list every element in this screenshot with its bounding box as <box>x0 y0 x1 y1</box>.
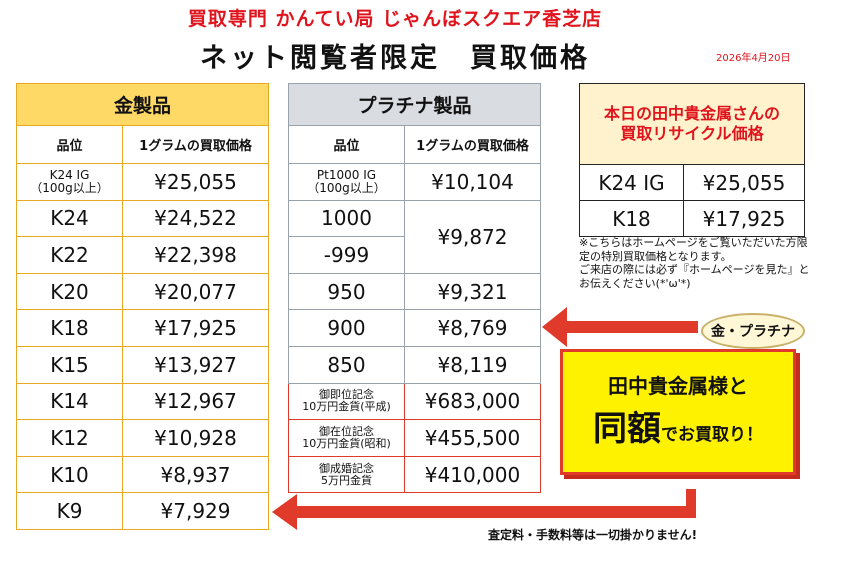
table-row: 850 ¥8,119 <box>288 345 542 384</box>
table-row: K22 ¥22,398 <box>16 236 270 274</box>
platinum-price: ¥9,872 <box>403 199 542 274</box>
callout-line1: 田中貴金属様と <box>608 374 748 398</box>
gold-table-title: 金製品 <box>15 83 270 126</box>
same-price-callout: 田中貴金属様と 同額でお買取り！ <box>560 349 796 475</box>
tanaka-grade: K18 <box>579 200 684 237</box>
table-row: -999 <box>288 236 541 274</box>
coin-price: ¥410,000 <box>403 455 542 494</box>
gold-price: ¥7,929 <box>121 492 270 530</box>
gold-price-table: 金製品 品位 1グラムの買取価格 K24 IG （100g以上） ¥25,055… <box>15 83 270 530</box>
special-price-note: ※こちらはホームページをご覧いただいた方限定の特別買取価格となります。 ご来店の… <box>579 236 810 290</box>
table-row: K18 ¥17,925 <box>579 200 806 237</box>
gold-price: ¥24,522 <box>121 199 270 238</box>
table-row: K24 ¥24,522 <box>16 199 270 238</box>
platinum-price: ¥9,321 <box>403 272 542 311</box>
platinum-grade: 950 <box>288 272 405 311</box>
store-name: 買取専門 かんてい局 じゃんぼスクエア香芝店 <box>187 8 603 30</box>
coin-price: ¥455,500 <box>403 419 542 457</box>
tanaka-price: ¥17,925 <box>682 200 806 237</box>
gold-grade: K14 <box>16 382 123 421</box>
gold-grade: K9 <box>16 492 123 530</box>
table-row: 御成婚記念 5万円金貨 ¥410,000 <box>288 455 542 494</box>
platinum-col-price: 1グラムの買取価格 <box>403 125 542 164</box>
callout-small: でお買取り！ <box>661 425 763 445</box>
platinum-price-table: プラチナ製品 品位 1グラムの買取価格 Pt1000 IG （100g以上） ¥… <box>287 83 542 494</box>
platinum-grade: 850 <box>288 345 405 384</box>
date-label: 2026年4月20日 <box>716 53 791 64</box>
no-fees-note: 査定料・手数料等は一切掛かりません! <box>488 528 698 542</box>
platinum-grade: -999 <box>288 236 405 274</box>
gold-price: ¥12,967 <box>121 382 270 421</box>
gold-price: ¥10,928 <box>121 419 270 457</box>
gold-col-price: 1グラムの買取価格 <box>121 125 270 164</box>
gold-grade: K15 <box>16 345 123 384</box>
gold-grade: K24 <box>16 199 123 238</box>
coin-name: 御即位記念 10万円金貨(平成) <box>288 382 405 421</box>
platinum-grade: Pt1000 IG （100g以上） <box>288 163 405 201</box>
platinum-price: ¥8,769 <box>403 309 542 347</box>
coin-price: ¥683,000 <box>403 382 542 421</box>
table-row: K10 ¥8,937 <box>16 455 270 494</box>
gold-grade: K24 IG （100g以上） <box>16 163 123 201</box>
coin-name: 御成婚記念 5万円金貨 <box>288 455 405 494</box>
coin-name: 御在位記念 10万円金貨(昭和) <box>288 419 405 457</box>
arrow-to-platinum-icon <box>542 307 698 347</box>
platinum-col-grade: 品位 <box>288 125 405 164</box>
arrow-to-gold-icon <box>272 489 696 530</box>
platinum-price: ¥10,104 <box>403 163 542 201</box>
page-title: ネット閲覧者限定 買取価格 <box>200 43 590 74</box>
gold-grade: K22 <box>16 236 123 274</box>
table-row: K24 IG （100g以上） ¥25,055 <box>16 163 270 201</box>
platinum-price: ¥8,119 <box>403 345 542 384</box>
table-row: 900 ¥8,769 <box>288 309 542 347</box>
table-row: K14 ¥12,967 <box>16 382 270 421</box>
table-row: 950 ¥9,321 <box>288 272 542 311</box>
table-row: 御即位記念 10万円金貨(平成) ¥683,000 <box>288 382 542 421</box>
gold-price: ¥8,937 <box>121 455 270 494</box>
gold-price: ¥25,055 <box>121 163 270 201</box>
gold-price: ¥22,398 <box>121 236 270 274</box>
gold-platinum-badge: 金・プラチナ <box>701 313 805 349</box>
table-row: 御在位記念 10万円金貨(昭和) ¥455,500 <box>288 419 542 457</box>
platinum-table-title: プラチナ製品 <box>287 83 542 126</box>
gold-grade: K20 <box>16 272 123 311</box>
tanaka-grade: K24 IG <box>579 164 684 201</box>
tanaka-price-box: 本日の田中貴金属さんの 買取リサイクル価格 K24 IG ¥25,055 K18… <box>578 83 806 237</box>
gold-col-grade: 品位 <box>16 125 123 164</box>
gold-price: ¥20,077 <box>121 272 270 311</box>
table-row: K20 ¥20,077 <box>16 272 270 311</box>
callout-big: 同額 <box>593 409 661 449</box>
table-row: Pt1000 IG （100g以上） ¥10,104 <box>288 163 542 201</box>
tanaka-box-title: 本日の田中貴金属さんの 買取リサイクル価格 <box>578 83 806 165</box>
table-row: K9 ¥7,929 <box>16 492 270 530</box>
